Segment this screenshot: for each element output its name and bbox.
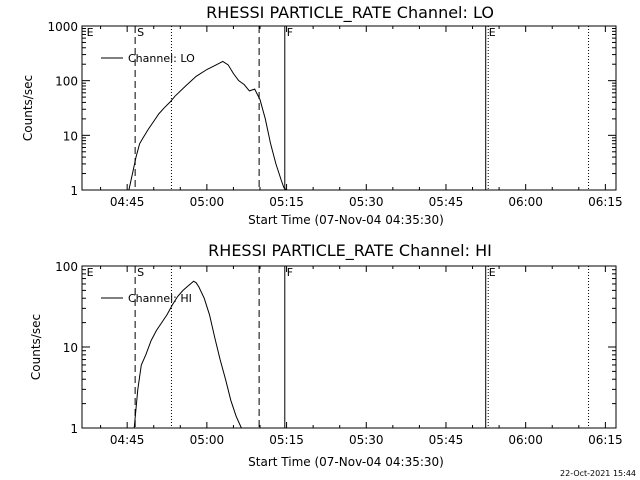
generation-timestamp: 22-Oct-2021 15:44 xyxy=(560,469,636,478)
y-tick-label: 1 xyxy=(70,184,78,198)
event-marker-label: E xyxy=(489,26,496,39)
x-tick-label: 06:00 xyxy=(508,433,543,447)
x-tick-label: 04:45 xyxy=(110,433,145,447)
legend-entry: Channel: HI xyxy=(128,292,192,305)
x-axis-label: Start Time (07-Nov-04 04:35:30) xyxy=(248,455,444,469)
x-tick-group: 04:45 05:00 05:15 05:30 05:45 06:00 06:15 xyxy=(100,26,623,209)
y-tick-label: 100 xyxy=(55,260,78,274)
chart-panel-lo: RHESSI PARTICLE_RATE Channel: LO E S F E 04… xyxy=(21,3,623,227)
x-tick-group: 04:45 05:00 05:15 05:30 05:45 06:00 06:15 xyxy=(100,266,623,447)
series-line xyxy=(133,280,242,429)
y-tick-group: 1 10 100 1000 xyxy=(47,20,616,198)
x-axis-label: Start Time (07-Nov-04 04:35:30) xyxy=(248,213,444,227)
event-marker-label: F xyxy=(287,266,293,279)
y-tick-label: 10 xyxy=(63,129,78,143)
x-tick-label: 06:15 xyxy=(588,195,623,209)
x-tick-label: 05:45 xyxy=(429,195,464,209)
x-tick-label: 05:30 xyxy=(349,195,384,209)
legend-entry: Channel: LO xyxy=(128,52,195,65)
x-tick-label: 05:15 xyxy=(269,195,304,209)
series-group xyxy=(133,280,242,429)
x-tick-label: 05:45 xyxy=(429,433,464,447)
x-tick-label: 05:00 xyxy=(190,433,225,447)
plot-frame xyxy=(81,25,617,191)
y-axis-label: Counts/sec xyxy=(21,75,35,141)
y-tick-label: 1000 xyxy=(47,20,78,34)
chart-title: RHESSI PARTICLE_RATE Channel: HI xyxy=(208,241,492,261)
x-tick-label: 05:15 xyxy=(269,433,304,447)
x-tick-label: 06:00 xyxy=(508,195,543,209)
event-marker-label: S xyxy=(137,26,144,39)
chart-panel-hi: RHESSI PARTICLE_RATE Channel: HI E S F E 04… xyxy=(29,241,623,469)
x-tick-label: 05:30 xyxy=(349,433,384,447)
x-tick-label: 06:15 xyxy=(588,433,623,447)
series-group xyxy=(128,60,287,191)
y-tick-label: 10 xyxy=(63,341,78,355)
plot-frame xyxy=(81,265,617,429)
legend: Channel: LO xyxy=(101,52,195,65)
event-marker-label: E xyxy=(87,26,94,39)
event-marker-label: E xyxy=(87,266,94,279)
y-tick-group: 1 10 100 xyxy=(55,260,616,436)
y-tick-label: 100 xyxy=(55,75,78,89)
y-tick-label: 1 xyxy=(70,422,78,436)
event-marker-label: E xyxy=(489,266,496,279)
y-axis-label: Counts/sec xyxy=(29,314,43,380)
event-marker-label: S xyxy=(137,266,144,279)
x-tick-label: 05:00 xyxy=(190,195,225,209)
series-line xyxy=(128,60,287,191)
x-tick-label: 04:45 xyxy=(110,195,145,209)
chart-title: RHESSI PARTICLE_RATE Channel: LO xyxy=(206,3,494,23)
event-marker-label: F xyxy=(287,26,293,39)
legend: Channel: HI xyxy=(101,292,192,305)
